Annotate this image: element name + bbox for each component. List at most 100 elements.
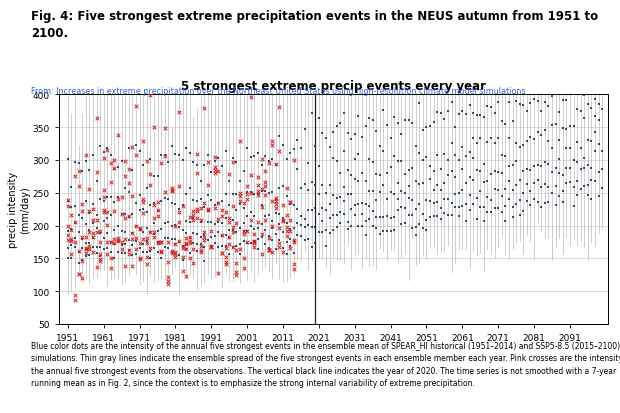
Point: [224, 235, 234, 242]
Point: [260, 213, 270, 220]
Point: [170, 151, 180, 158]
Point: [221, 149, 231, 155]
Point: [361, 202, 371, 208]
Point: [131, 223, 141, 229]
Point: [579, 155, 589, 161]
Point: [195, 243, 205, 250]
Point: [436, 216, 446, 223]
Point: [203, 237, 213, 244]
Point: [221, 243, 231, 249]
Point: [228, 244, 238, 250]
Point: [239, 238, 249, 244]
Point: [70, 297, 80, 303]
Point: [335, 220, 345, 226]
Point: [95, 253, 105, 260]
Point: [217, 251, 227, 257]
Point: [210, 168, 220, 174]
Point: [285, 244, 295, 251]
Point: [156, 198, 166, 205]
Point: [494, 135, 503, 142]
Point: [311, 182, 321, 189]
Point: [81, 199, 91, 205]
Point: [138, 229, 148, 235]
Point: [271, 163, 281, 169]
Point: [146, 248, 156, 255]
Point: [335, 121, 345, 127]
Point: [106, 179, 116, 186]
Point: [160, 78, 170, 85]
Point: [81, 152, 91, 159]
Point: [540, 200, 550, 206]
Point: [185, 250, 195, 257]
Point: [124, 247, 134, 254]
Point: [518, 102, 528, 109]
Point: [558, 126, 568, 132]
Point: [436, 111, 446, 117]
Point: [476, 204, 485, 211]
Point: [203, 192, 213, 199]
Point: [389, 115, 399, 121]
Point: [224, 202, 234, 209]
Point: [167, 248, 177, 255]
Point: [117, 211, 126, 218]
Point: [443, 212, 453, 219]
Point: [461, 201, 471, 208]
Point: [275, 185, 285, 191]
Point: [156, 239, 166, 245]
Point: [468, 201, 478, 208]
Point: [242, 145, 252, 152]
Point: [285, 228, 295, 235]
Point: [142, 249, 152, 256]
Point: [357, 223, 367, 230]
Point: [561, 126, 571, 133]
Point: [78, 245, 87, 252]
Point: [249, 231, 259, 238]
Point: [84, 167, 94, 173]
Point: [110, 227, 120, 233]
Point: [497, 153, 507, 159]
Point: [210, 158, 220, 165]
Point: [587, 138, 596, 145]
Point: [454, 111, 464, 118]
Point: [267, 237, 277, 244]
Point: [565, 146, 575, 152]
Point: [332, 212, 342, 218]
Point: [131, 235, 141, 242]
Point: [142, 254, 152, 261]
Point: [66, 212, 76, 218]
Point: [95, 239, 105, 245]
Point: [540, 181, 550, 188]
Point: [117, 78, 126, 85]
Point: [565, 87, 575, 94]
Point: [199, 237, 209, 244]
Point: [228, 204, 238, 210]
Point: [117, 158, 126, 165]
Point: [160, 152, 170, 159]
Point: [264, 247, 273, 254]
Point: [285, 199, 295, 206]
Point: [160, 189, 170, 196]
Point: [203, 220, 213, 226]
Point: [253, 219, 263, 226]
Point: [540, 128, 550, 134]
Point: [213, 216, 223, 223]
Point: [95, 259, 105, 265]
Point: [364, 188, 374, 195]
Point: [296, 214, 306, 220]
Point: [411, 143, 421, 150]
Point: [192, 241, 202, 247]
Point: [70, 204, 80, 210]
Point: [131, 223, 141, 230]
Point: [569, 185, 578, 191]
Point: [195, 247, 205, 254]
Point: [178, 256, 188, 263]
Point: [99, 155, 108, 161]
Point: [235, 201, 245, 208]
Point: [583, 162, 593, 169]
Point: [192, 206, 202, 212]
Point: [217, 220, 227, 227]
Point: [314, 211, 324, 217]
Point: [314, 229, 324, 235]
Point: [317, 206, 327, 212]
Point: [206, 244, 216, 250]
